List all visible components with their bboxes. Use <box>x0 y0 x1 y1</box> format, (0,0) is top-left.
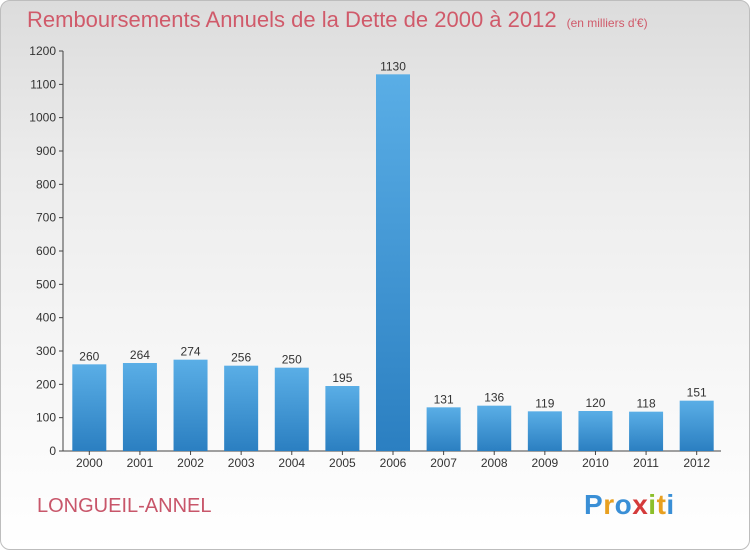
x-tick-label: 2010 <box>582 456 609 470</box>
bar-2002 <box>173 359 208 451</box>
x-tick-label: 2006 <box>380 456 407 470</box>
bar-2008 <box>477 405 512 451</box>
bar-2010 <box>578 411 613 451</box>
data-label: 264 <box>130 348 150 362</box>
x-tick-label: 2005 <box>329 456 356 470</box>
proxiti-logo[interactable]: Proxiti <box>584 489 675 521</box>
logo-letter: t <box>656 489 667 520</box>
x-tick-label: 2012 <box>683 456 710 470</box>
y-tick-label: 100 <box>36 411 56 425</box>
logo-letter: P <box>584 489 604 520</box>
y-tick-label: 800 <box>36 177 56 191</box>
bar-2001 <box>122 363 157 451</box>
x-tick-label: 2011 <box>633 456 659 470</box>
y-tick-label: 0 <box>49 444 56 458</box>
x-tick-label: 2004 <box>278 456 305 470</box>
y-tick-label: 200 <box>36 377 56 391</box>
y-tick-label: 600 <box>36 244 56 258</box>
x-tick-label: 2009 <box>531 456 558 470</box>
x-tick-label: 2008 <box>481 456 508 470</box>
bar-2006 <box>376 74 410 451</box>
bar-2012 <box>679 400 714 451</box>
data-label: 119 <box>535 396 554 410</box>
chart-axes: 0 100 200 300 400 500 600 700 800 900 1000 1100 1200… <box>29 44 721 470</box>
logo-letter: i <box>666 489 675 520</box>
bar-2004 <box>274 367 309 451</box>
x-tick-label: 2002 <box>177 456 204 470</box>
y-tick-label: 1000 <box>29 111 56 125</box>
chart-bars <box>72 74 714 451</box>
data-label: 256 <box>231 351 251 365</box>
bar-2003 <box>224 365 259 451</box>
y-tick-label: 1100 <box>30 77 56 91</box>
y-tick-label: 700 <box>36 211 56 225</box>
data-label: 131 <box>434 392 454 406</box>
data-label: 136 <box>484 391 504 405</box>
data-label: 120 <box>585 396 605 410</box>
bar-2009 <box>527 411 562 451</box>
x-tick-label: 2000 <box>76 456 103 470</box>
data-label: 250 <box>282 353 302 367</box>
chart-unit-label: (en milliers d'€) <box>566 16 648 30</box>
bar-2000 <box>72 364 107 451</box>
bar-2011 <box>629 411 664 451</box>
logo-letter: o <box>614 489 633 520</box>
y-tick-label: 500 <box>36 277 56 291</box>
bar-2007 <box>426 407 461 451</box>
x-tick-label: 2003 <box>228 456 255 470</box>
data-label: 118 <box>637 397 656 411</box>
data-label: 274 <box>181 345 201 359</box>
town-name: LONGUEIL-ANNEL <box>37 495 212 517</box>
bar-chart: 0 100 200 300 400 500 600 700 800 900 1000 1100 1200… <box>29 44 721 470</box>
y-tick-label: 1200 <box>29 44 56 58</box>
data-label: 1130 <box>380 59 406 73</box>
data-label: 195 <box>332 371 352 385</box>
bar-2005 <box>325 386 360 451</box>
y-tick-label: 400 <box>36 311 56 325</box>
logo-letter: i <box>648 489 657 520</box>
logo-letter: r <box>603 489 615 520</box>
data-label: 260 <box>79 349 99 363</box>
x-tick-label: 2001 <box>127 456 154 470</box>
chart-data-labels: 260 264 274 256 250 195 1130 131 136 119 120 118 151 <box>79 59 707 410</box>
chart-title: Remboursements Annuels de la Dette de 20… <box>27 7 648 33</box>
logo-letter: x <box>632 489 649 520</box>
x-tick-label: 2007 <box>430 456 457 470</box>
y-tick-label: 900 <box>36 144 56 158</box>
chart-title-text: Remboursements Annuels de la Dette de 20… <box>27 7 557 32</box>
data-label: 151 <box>687 386 707 400</box>
y-tick-label: 300 <box>36 344 56 358</box>
